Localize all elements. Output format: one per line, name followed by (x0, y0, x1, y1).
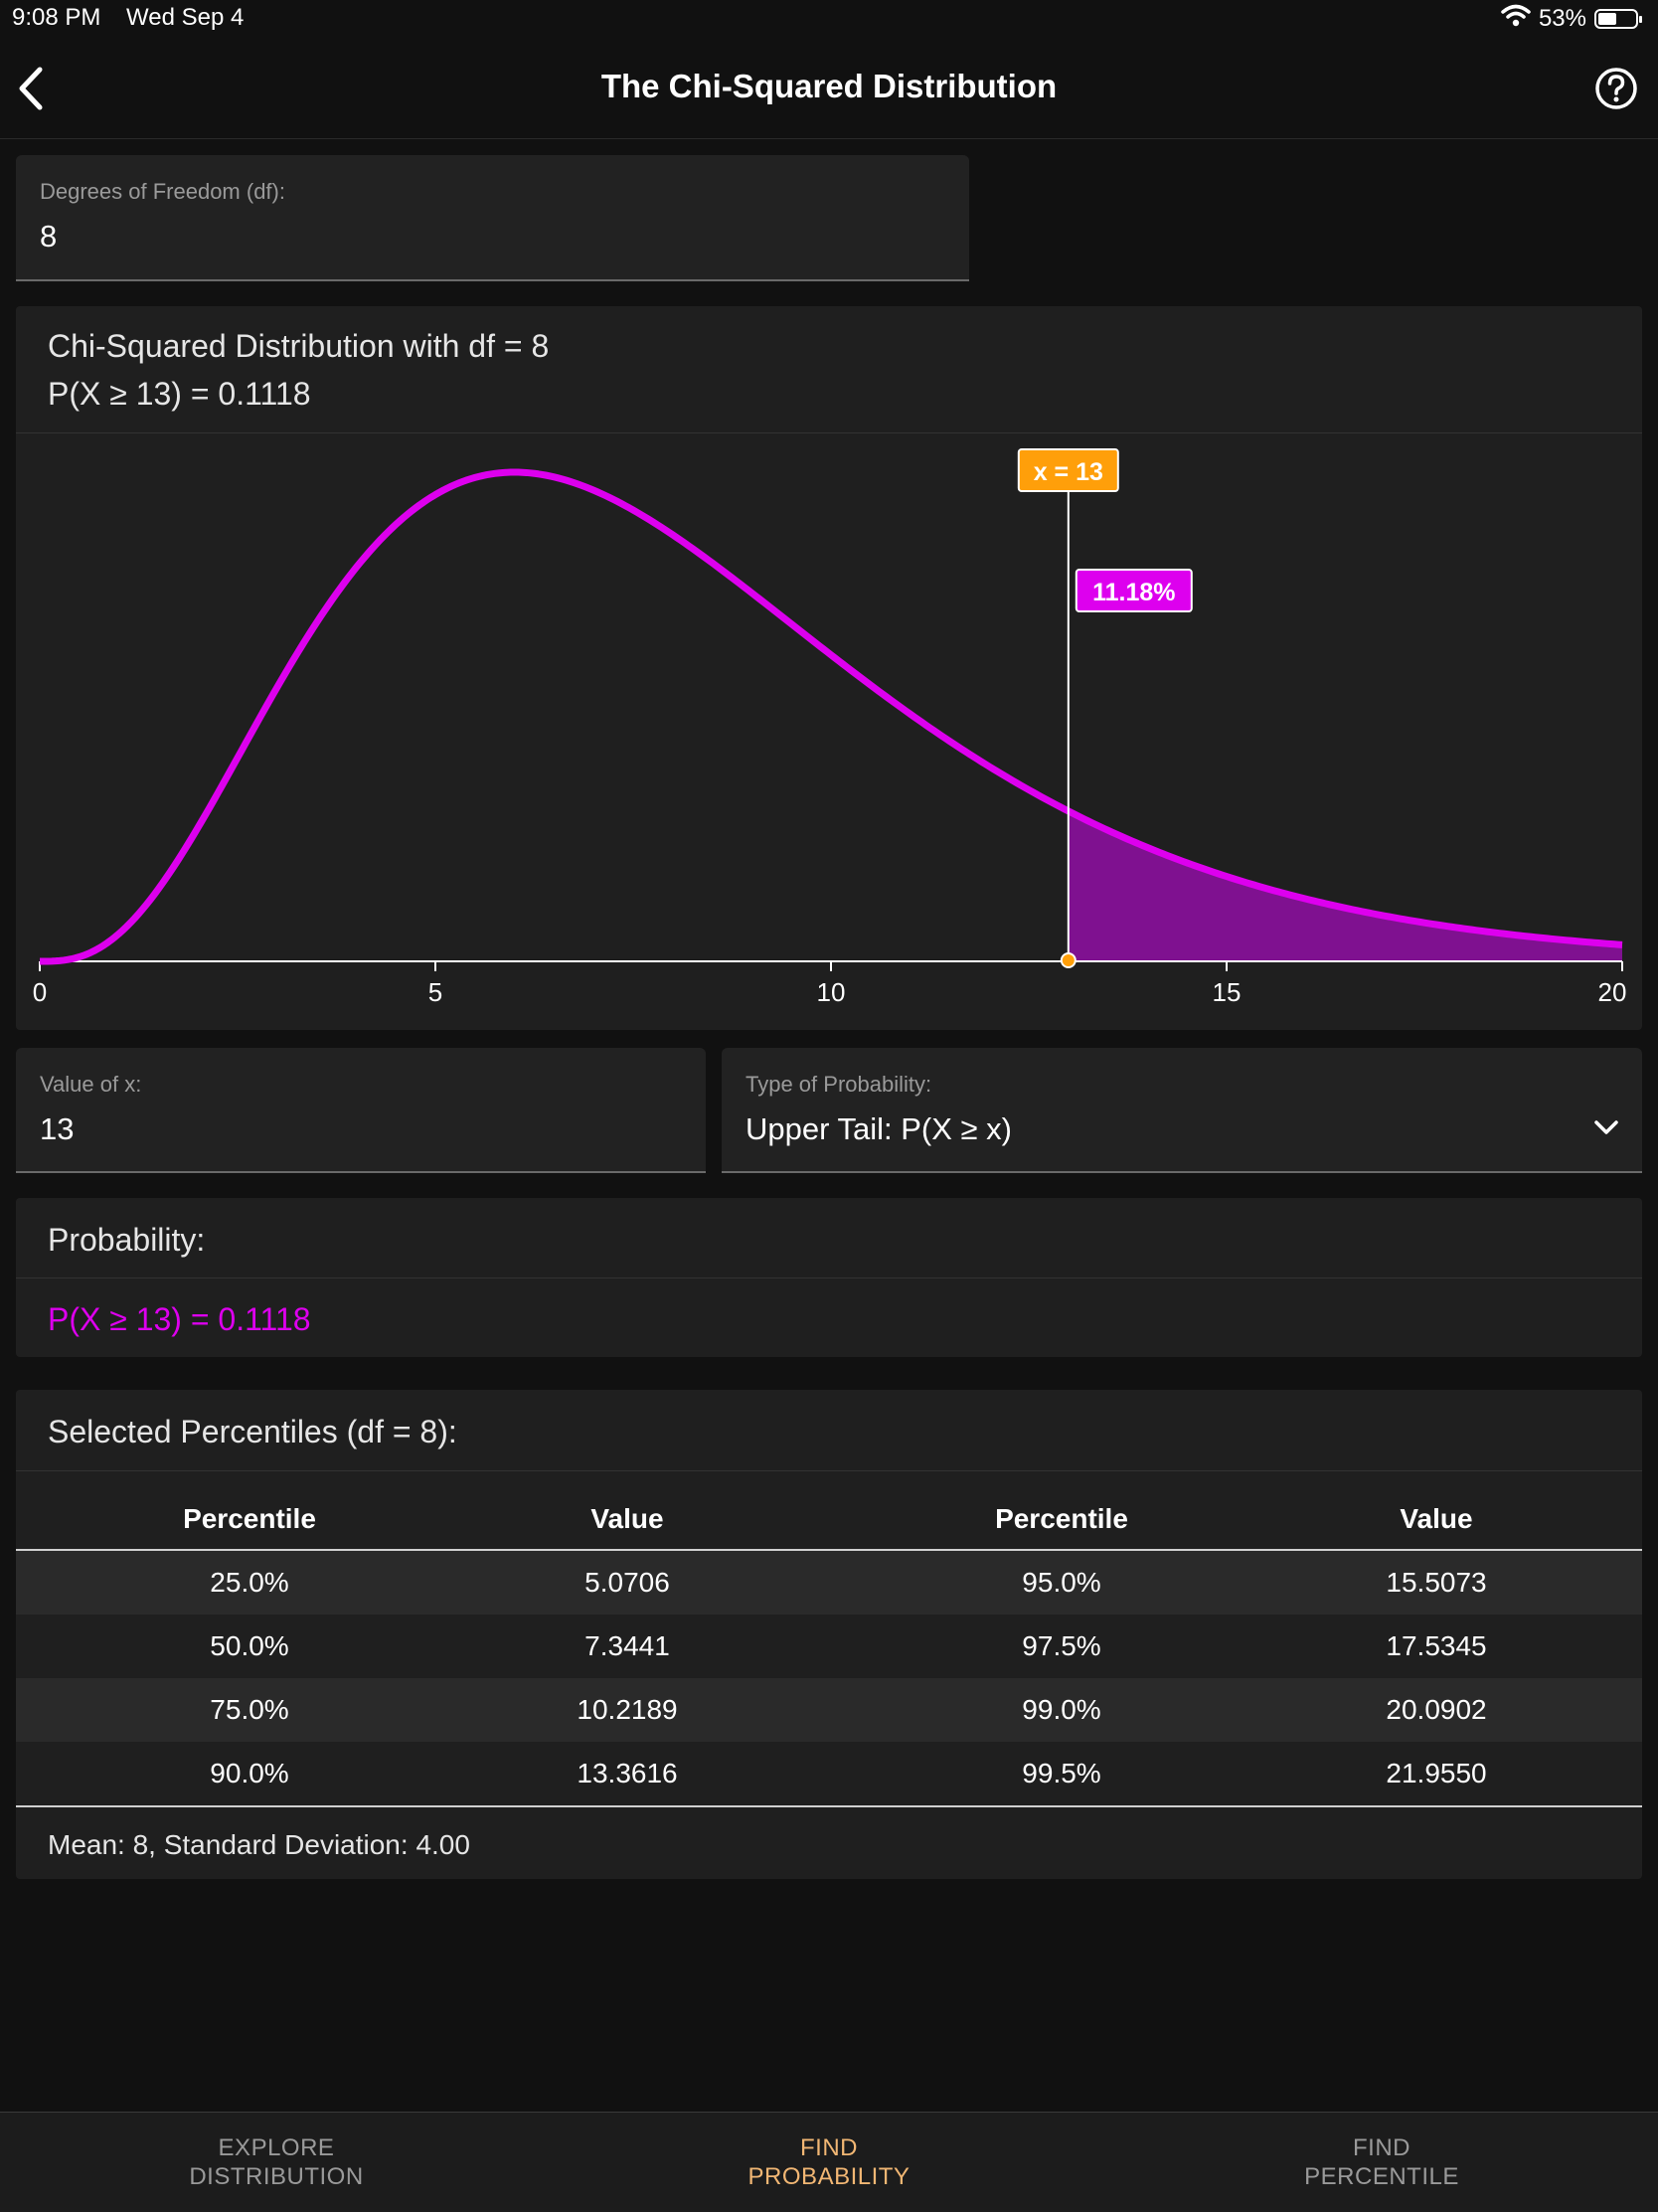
x-tick-label: 15 (1213, 977, 1242, 1007)
table-row: 75.0% 10.2189 99.0% 20.0902 (16, 1678, 1642, 1742)
tab-label: DISTRIBUTION (189, 2163, 364, 2190)
probability-result: P(X ≥ 13) = 0.1118 (48, 1301, 311, 1337)
x-value-label: Value of x: (40, 1072, 142, 1097)
svg-text:x = 13: x = 13 (1034, 458, 1103, 486)
help-button[interactable] (1592, 65, 1640, 112)
page-title: The Chi-Squared Distribution (600, 68, 1058, 104)
status-indicators: 53% (1501, 4, 1642, 35)
x-axis-ticks: 0 5 10 15 20 (33, 961, 1627, 1007)
status-time: 9:08 PM (12, 4, 101, 31)
chart-subtitle: P(X ≥ 13) = 0.1118 (48, 376, 311, 412)
table-row: 90.0% 13.3616 99.5% 21.9550 (16, 1742, 1642, 1807)
x-value-field[interactable]: Value of x: 13 (16, 1048, 706, 1173)
table-row: 25.0% 5.0706 95.0% 15.5073 (16, 1551, 1642, 1615)
table-cell: 95.0% (1022, 1567, 1101, 1598)
x-tick-label: 5 (428, 977, 442, 1007)
probability-badge: 11.18% (1075, 569, 1193, 612)
column-header-percentile: Percentile (183, 1503, 316, 1534)
chart-title: Chi-Squared Distribution with df = 8 (48, 328, 550, 364)
table-row: 50.0% 7.3441 97.5% 17.5345 (16, 1615, 1642, 1678)
table-cell: 13.3616 (577, 1758, 678, 1788)
back-button[interactable] (10, 64, 60, 113)
table-cell: 5.0706 (584, 1567, 670, 1598)
tab-label: EXPLORE (218, 2134, 335, 2161)
table-cell: 25.0% (210, 1567, 289, 1598)
probability-type-label: Type of Probability: (746, 1072, 932, 1097)
x-value-input[interactable]: 13 (40, 1111, 75, 1146)
table-cell: 90.0% (210, 1758, 289, 1788)
table-cell: 21.9550 (1386, 1758, 1487, 1788)
tab-label: FIND (1353, 2134, 1410, 2161)
table-cell: 99.0% (1022, 1694, 1101, 1725)
tab-find-percentile[interactable]: FIND PERCENTILE (1105, 2113, 1658, 2212)
tab-label: FIND (800, 2134, 858, 2161)
df-field[interactable]: Degrees of Freedom (df): 8 (16, 155, 969, 281)
table-cell: 7.3441 (584, 1630, 670, 1661)
table-cell: 17.5345 (1386, 1630, 1487, 1661)
chevron-left-icon (19, 67, 43, 110)
tab-bar: EXPLORE DISTRIBUTION FIND PROBABILITY FI… (0, 2112, 1658, 2212)
table-cell: 20.0902 (1386, 1694, 1487, 1725)
x-marker-handle[interactable] (1060, 952, 1077, 968)
table-cell: 99.5% (1022, 1758, 1101, 1788)
percentiles-heading: Selected Percentiles (df = 8): (48, 1414, 457, 1449)
battery-percent: 53% (1538, 5, 1586, 32)
upper-tail-shaded-area (1068, 810, 1622, 961)
table-cell: 10.2189 (577, 1694, 678, 1725)
percentiles-footer: Mean: 8, Standard Deviation: 4.00 (48, 1829, 470, 1860)
svg-text:11.18%: 11.18% (1092, 579, 1175, 606)
df-input[interactable]: 8 (40, 219, 58, 254)
column-header-value: Value (1400, 1503, 1473, 1534)
table-header: Percentile Value Percentile Value (16, 1487, 1642, 1551)
nav-bar: The Chi-Squared Distribution (0, 40, 1658, 139)
column-header-value: Value (590, 1503, 664, 1534)
probability-type-value: Upper Tail: P(X ≥ x) (746, 1111, 1012, 1146)
chevron-down-icon (1592, 1117, 1620, 1142)
x-tick-label: 10 (817, 977, 846, 1007)
table-cell: 75.0% (210, 1694, 289, 1725)
probability-heading: Probability: (48, 1222, 206, 1258)
wifi-icon (1501, 4, 1531, 35)
status-date: Wed Sep 4 (126, 4, 245, 31)
probability-type-select[interactable]: Type of Probability: Upper Tail: P(X ≥ x… (722, 1048, 1642, 1173)
table-cell: 15.5073 (1386, 1567, 1487, 1598)
divider (16, 1277, 1642, 1278)
distribution-chart: 0 5 10 15 20 x = 13 11.18% (33, 448, 1627, 1007)
x-tick-label: 0 (33, 977, 47, 1007)
probability-card: Probability: P(X ≥ 13) = 0.1118 (16, 1198, 1642, 1357)
tab-explore-distribution[interactable]: EXPLORE DISTRIBUTION (0, 2113, 553, 2212)
tab-label: PROBABILITY (747, 2163, 911, 2190)
column-header-percentile: Percentile (995, 1503, 1128, 1534)
divider (16, 432, 1642, 433)
df-label: Degrees of Freedom (df): (40, 179, 285, 204)
table-cell: 50.0% (210, 1630, 289, 1661)
help-icon (1595, 68, 1637, 109)
x-tick-label: 20 (1598, 977, 1627, 1007)
divider (16, 1470, 1642, 1471)
density-curve (39, 468, 1623, 965)
table-cell: 97.5% (1022, 1630, 1101, 1661)
x-marker-label: x = 13 (1017, 448, 1119, 492)
tab-find-probability[interactable]: FIND PROBABILITY (553, 2113, 1105, 2212)
battery-icon (1594, 9, 1642, 29)
tab-label: PERCENTILE (1304, 2163, 1459, 2190)
